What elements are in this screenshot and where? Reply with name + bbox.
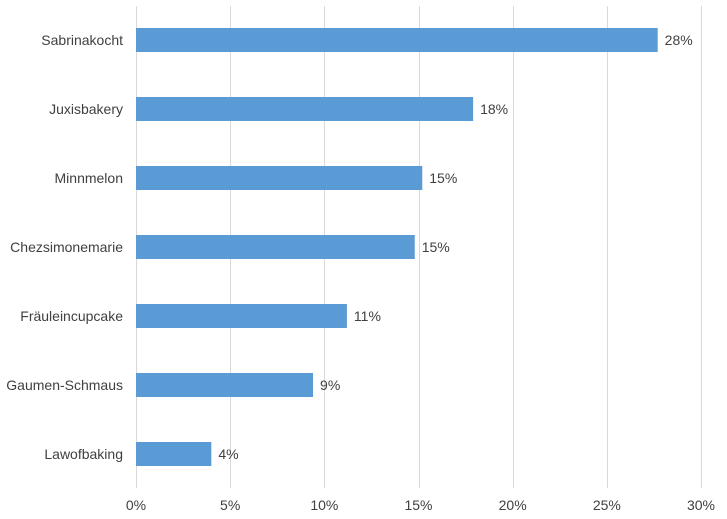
- bar: [136, 166, 423, 190]
- category-label: Gaumen-Schmaus: [6, 377, 123, 393]
- labels: 0% 5% 10% 15% 20% 25% 30% Sabrinakocht 28% Juxisb…: [6, 32, 715, 513]
- data-label: 15%: [429, 170, 457, 186]
- bar: [136, 97, 474, 121]
- bars: [136, 28, 658, 466]
- data-label: 11%: [354, 308, 381, 324]
- x-tick-label: 0%: [126, 497, 146, 513]
- data-label: 18%: [480, 101, 508, 117]
- category-label: Juxisbakery: [49, 101, 123, 117]
- x-tick-label: 15%: [404, 497, 432, 513]
- category-label: Minnmelon: [55, 170, 123, 186]
- bar: [136, 235, 415, 259]
- data-label: 15%: [422, 239, 450, 255]
- category-label: Fräuleincupcake: [20, 308, 123, 324]
- x-tick-label: 5%: [220, 497, 240, 513]
- x-tick-label: 20%: [499, 497, 527, 513]
- data-label: 4%: [218, 446, 238, 462]
- bar: [136, 373, 314, 397]
- data-label: 28%: [665, 32, 693, 48]
- data-label: 9%: [320, 377, 340, 393]
- x-tick-label: 30%: [687, 497, 715, 513]
- x-tick-label: 10%: [310, 497, 338, 513]
- category-label: Chezsimonemarie: [10, 239, 123, 255]
- bar: [136, 28, 658, 52]
- category-label: Lawofbaking: [44, 446, 123, 462]
- category-label: Sabrinakocht: [41, 32, 123, 48]
- bar: [136, 442, 212, 466]
- bar: [136, 304, 347, 328]
- x-tick-label: 25%: [593, 497, 621, 513]
